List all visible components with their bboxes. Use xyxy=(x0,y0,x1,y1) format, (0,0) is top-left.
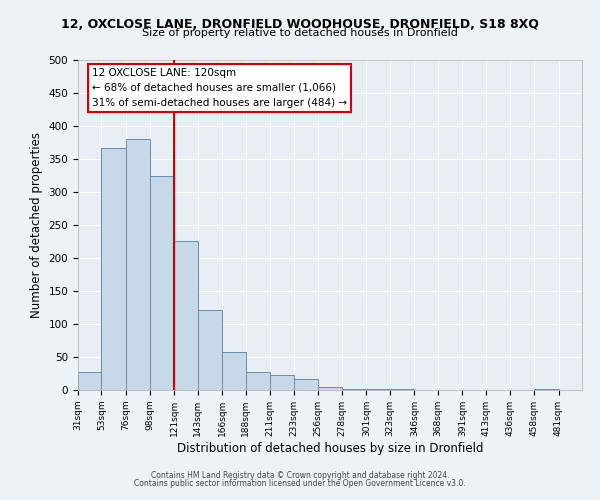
Bar xyxy=(342,388,367,390)
Bar xyxy=(245,372,270,390)
Text: Contains public sector information licensed under the Open Government Licence v3: Contains public sector information licen… xyxy=(134,478,466,488)
Y-axis label: Number of detached properties: Number of detached properties xyxy=(30,132,43,318)
X-axis label: Distribution of detached houses by size in Dronfield: Distribution of detached houses by size … xyxy=(177,442,483,454)
Text: 12, OXCLOSE LANE, DRONFIELD WOODHOUSE, DRONFIELD, S18 8XQ: 12, OXCLOSE LANE, DRONFIELD WOODHOUSE, D… xyxy=(61,18,539,30)
Bar xyxy=(270,376,293,390)
Bar xyxy=(78,372,101,390)
Bar xyxy=(534,388,559,390)
Bar xyxy=(174,241,197,390)
Bar xyxy=(126,138,149,390)
Bar xyxy=(222,352,245,390)
Text: Size of property relative to detached houses in Dronfield: Size of property relative to detached ho… xyxy=(142,28,458,38)
Bar xyxy=(318,386,342,390)
Bar xyxy=(293,380,318,390)
Text: 12 OXCLOSE LANE: 120sqm
← 68% of detached houses are smaller (1,066)
31% of semi: 12 OXCLOSE LANE: 120sqm ← 68% of detache… xyxy=(92,68,347,108)
Bar xyxy=(101,148,126,390)
Bar xyxy=(149,176,174,390)
Text: Contains HM Land Registry data © Crown copyright and database right 2024.: Contains HM Land Registry data © Crown c… xyxy=(151,471,449,480)
Bar xyxy=(197,310,222,390)
